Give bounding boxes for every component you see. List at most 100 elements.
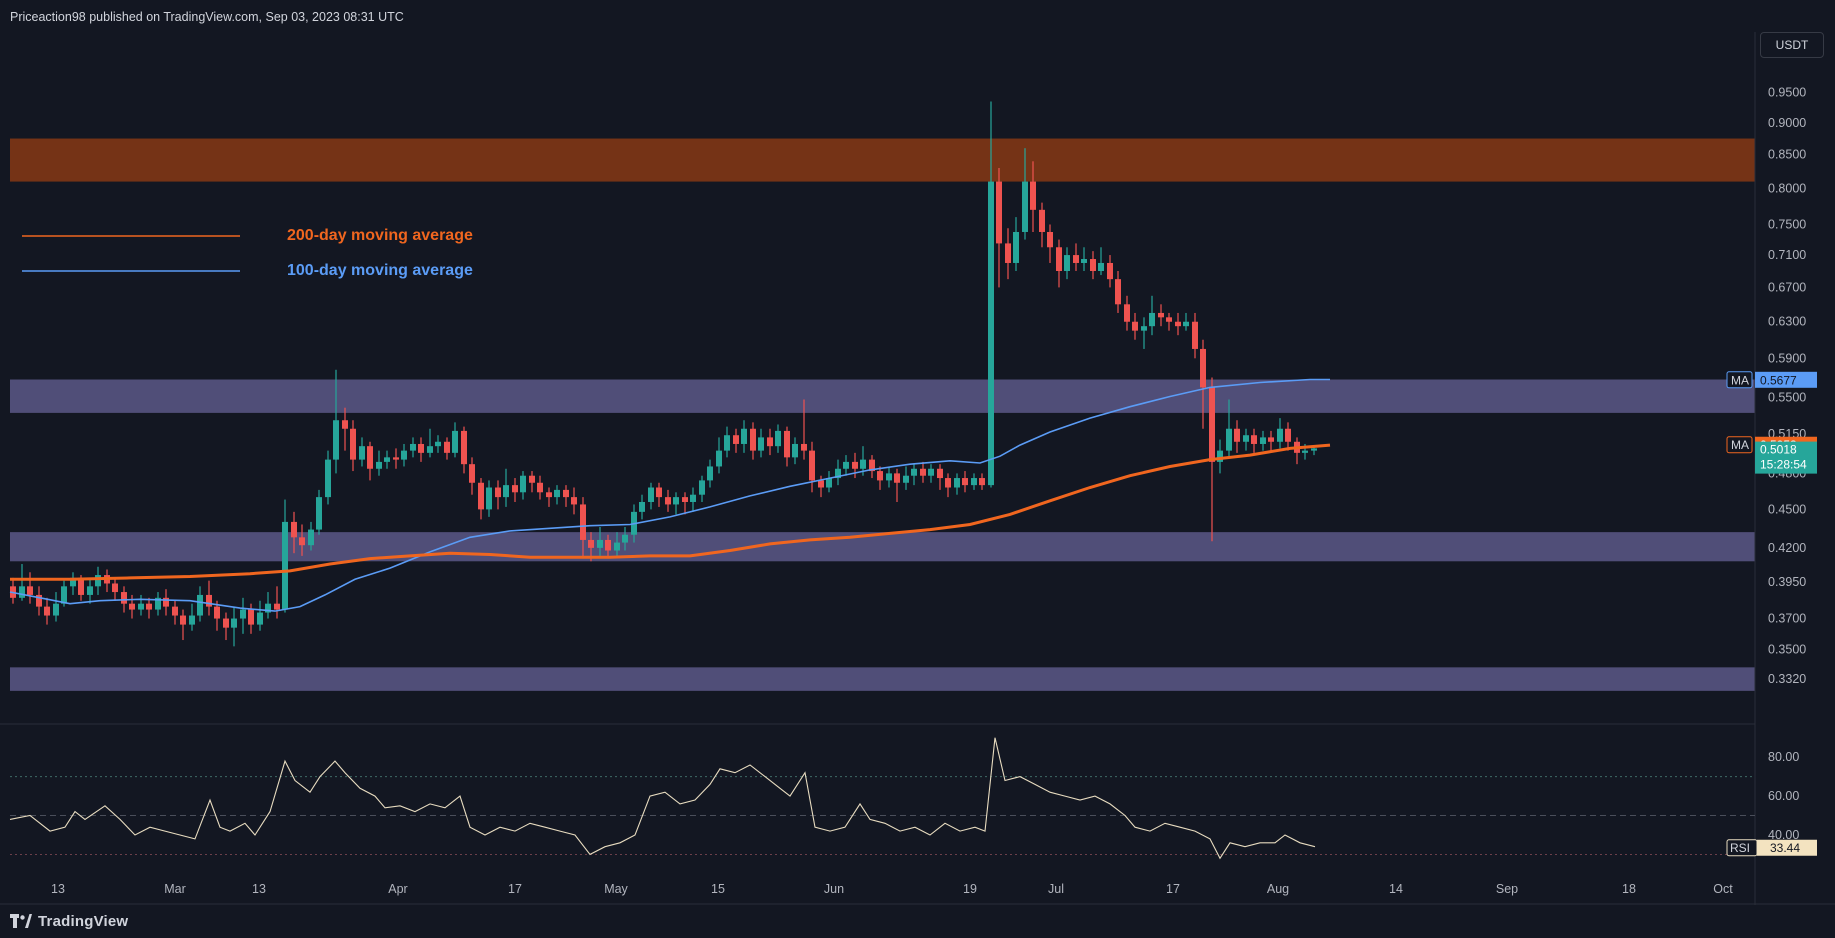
candle-body	[121, 592, 127, 604]
publisher-line: Priceaction98 published on TradingView.c…	[10, 10, 404, 24]
time-tick-label: Apr	[388, 882, 407, 896]
rsi-pane: 80.00 60.00 40.00 RSI 33.44	[9, 737, 1817, 860]
candle-body	[27, 586, 33, 595]
candle-body	[996, 181, 1002, 244]
candle-body	[1030, 181, 1036, 210]
time-axis[interactable]: 13 Mar 13 Apr 17 May 15 Jun 19 Jul 17 Aug 14 Sep 18 Oct	[0, 882, 1835, 905]
candle-body	[461, 430, 467, 465]
candle-body	[971, 478, 977, 486]
candle-body	[648, 487, 654, 502]
badge-label-box	[1726, 371, 1753, 389]
candle-body	[444, 441, 450, 453]
candle-body	[1183, 321, 1189, 327]
time-tick-label: Jul	[1048, 882, 1064, 896]
candle-body	[750, 428, 756, 451]
price-tick-label: 0.7100	[1768, 248, 1806, 262]
candle-body	[1047, 231, 1053, 248]
candle-body	[537, 482, 543, 493]
candle-body	[291, 521, 297, 538]
time-tick-label: Mar	[164, 882, 186, 896]
candle-body	[1277, 428, 1283, 442]
zone-resistance-0	[10, 138, 1755, 182]
candle-body	[189, 615, 195, 625]
price-tick-label: 0.5900	[1768, 351, 1806, 365]
candle-body	[1285, 428, 1291, 442]
badge-label-box	[1726, 436, 1753, 454]
candle-body	[869, 459, 875, 472]
candle-body	[775, 430, 781, 447]
candle-body	[860, 459, 866, 469]
rsi-tick-label: 80.00	[1768, 750, 1799, 764]
currency-button[interactable]: USDT	[1760, 32, 1824, 58]
candle-body	[614, 542, 620, 551]
candle-body	[707, 466, 713, 481]
zone-support-2	[10, 532, 1755, 562]
price-tick-label: 0.3700	[1768, 612, 1806, 626]
candle-body	[809, 450, 815, 481]
tradingview-logo-icon	[10, 914, 32, 928]
candle-body	[979, 478, 985, 486]
last-price-value: 0.5018	[1760, 443, 1797, 457]
candle-body	[894, 473, 900, 483]
candle-body	[801, 443, 807, 451]
candle-body	[469, 464, 475, 483]
candle-body	[724, 435, 730, 451]
candle-body	[1158, 312, 1164, 318]
candle-body	[333, 420, 339, 460]
candle-body	[911, 468, 917, 476]
candle-body	[1005, 243, 1011, 263]
candle-body	[240, 609, 246, 619]
price-zones	[10, 138, 1755, 691]
ma200-line	[10, 443, 1331, 581]
candle-body	[418, 443, 424, 453]
candle-body	[231, 618, 237, 628]
tradingview-logo[interactable]: TradingView	[10, 911, 128, 931]
badge-value: 0.5677	[1760, 373, 1797, 387]
candle-body	[1132, 321, 1138, 331]
candle-body	[1013, 231, 1019, 263]
candle-body	[146, 603, 152, 610]
candle-body	[223, 618, 229, 628]
time-tick-label: 17	[508, 882, 522, 896]
time-tick-label: 13	[252, 882, 266, 896]
candle-body	[928, 468, 934, 476]
time-tick-label: 17	[1166, 882, 1180, 896]
candle-body	[546, 492, 552, 498]
candle-body	[1251, 435, 1257, 444]
candle-body	[1200, 348, 1206, 388]
candle-body	[384, 457, 390, 462]
candle-body	[401, 450, 407, 460]
candle-body	[1268, 437, 1274, 442]
time-tick-label: 13	[51, 882, 65, 896]
candle-body	[1056, 247, 1062, 272]
rsi-badge-value: 33.44	[1770, 841, 1800, 855]
time-tick-label: 14	[1389, 882, 1403, 896]
candle-body	[554, 489, 560, 498]
candle-body	[962, 478, 968, 486]
time-tick-label: 18	[1622, 882, 1636, 896]
price-tick-label: 0.9000	[1768, 116, 1806, 130]
price-tick-label: 0.4200	[1768, 541, 1806, 555]
candle-body	[563, 489, 569, 498]
rsi-line	[9, 737, 1316, 860]
rsi-tick-label: 60.00	[1768, 789, 1799, 803]
candle-body	[427, 446, 433, 453]
chart-legend: 200-day moving average 100-day moving av…	[22, 227, 473, 279]
candle-body	[1166, 317, 1172, 322]
time-tick-label: Oct	[1713, 882, 1733, 896]
candle-body	[1234, 428, 1240, 442]
candle-body	[639, 501, 645, 512]
candle-body	[197, 594, 203, 616]
candle-body	[784, 430, 790, 458]
chart-header: Priceaction98 published on TradingView.c…	[0, 0, 1835, 32]
candle-body	[1098, 262, 1104, 272]
candle-body	[163, 597, 169, 607]
candle-body	[325, 459, 331, 498]
last-price-box	[1755, 441, 1817, 474]
candle-body	[699, 480, 705, 495]
candle-body	[1124, 304, 1130, 322]
candle-body	[1226, 428, 1232, 451]
candle-body	[180, 615, 186, 625]
time-tick-label: 19	[963, 882, 977, 896]
